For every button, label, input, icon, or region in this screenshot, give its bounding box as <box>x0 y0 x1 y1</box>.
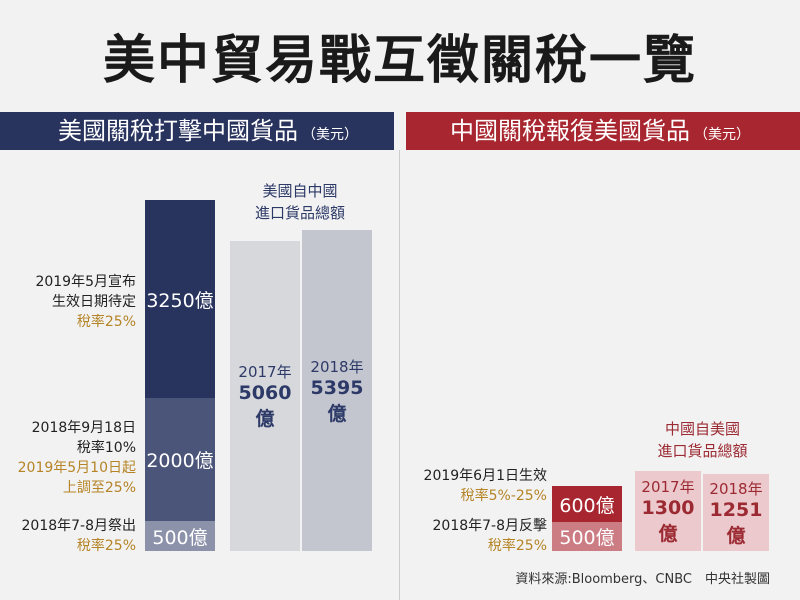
us-2000-label-line2: 稅率10% <box>76 440 136 456</box>
cn-totals-caption-line2: 進口貨品總額 <box>657 442 748 460</box>
source-credit: 資料來源:Bloomberg、CNBC 中央社製圖 <box>515 572 770 587</box>
us-total-2017-bar: 2017年 5060億 <box>230 241 300 551</box>
us-total-2018-year: 2018年 <box>310 357 364 376</box>
cn-total-2017-bar: 2017年 1300億 <box>635 471 701 551</box>
us-totals-caption-line2: 進口貨品總額 <box>254 204 345 222</box>
us-3250-label-line2: 生效日期待定 <box>52 294 136 310</box>
us-500-label-line1: 2018年7-8月祭出 <box>21 518 137 534</box>
cn-bar-600-value: 600億 <box>559 494 615 517</box>
panel-divider <box>399 150 400 600</box>
cn-600-label-line1: 2019年6月1日生效 <box>423 468 547 484</box>
cn-total-2018-value: 1251億 <box>709 498 763 547</box>
cn-totals-caption: 中國自美國 進口貨品總額 <box>635 418 770 462</box>
us-500-rate: 稅率25% <box>76 538 136 554</box>
cn-tariff-header: 中國關稅報復美國貨品 （美元） <box>406 112 800 150</box>
cn-500-label: 2018年7-8月反擊 稅率25% <box>405 516 548 556</box>
cn-totals-caption-line1: 中國自美國 <box>664 420 740 438</box>
us-total-2018-value: 5395億 <box>310 376 364 425</box>
cn-header-unit: （美元） <box>694 127 750 143</box>
cn-600-rate: 稅率5%-25% <box>460 488 547 504</box>
us-bar-2000-value: 2000億 <box>146 450 214 472</box>
us-header-unit: （美元） <box>302 127 358 143</box>
page-title: 美中貿易戰互徵關稅一覽 <box>102 31 697 91</box>
us-bar-3250-value: 3250億 <box>146 289 214 312</box>
us-3250-label-line1: 2019年5月宣布 <box>35 274 136 290</box>
us-total-2017-value: 5060億 <box>238 382 292 430</box>
us-3250-label: 2019年5月宣布 生效日期待定 稅率25% <box>10 272 136 332</box>
us-total-2017-year: 2017年 <box>238 363 292 381</box>
us-2000-note-line2: 上調至25% <box>62 480 136 496</box>
cn-bar-500-value: 500億 <box>559 527 615 549</box>
us-total-2018-bar: 2018年 5395億 <box>302 230 372 551</box>
cn-500-rate: 稅率25% <box>487 538 547 554</box>
cn-header-text: 中國關稅報復美國貨品 <box>450 117 690 145</box>
us-2000-note-line1: 2019年5月10日起 <box>17 460 136 476</box>
cn-bar-600: 600億 <box>552 486 622 522</box>
us-bar-500: 500億 <box>145 521 215 551</box>
us-2000-label: 2018年9月18日 稅率10% 2019年5月10日起 上調至25% <box>10 418 136 498</box>
us-bar-2000: 2000億 <box>145 398 215 521</box>
cn-bar-500: 500億 <box>552 522 622 551</box>
cn-total-2018-year: 2018年 <box>709 479 763 498</box>
us-2000-label-line1: 2018年9月18日 <box>31 420 136 436</box>
cn-total-2017-value: 1300億 <box>641 497 695 545</box>
us-header-text: 美國關稅打擊中國貨品 <box>58 117 298 145</box>
us-3250-rate: 稅率25% <box>76 314 136 330</box>
us-totals-caption-line1: 美國自中國 <box>262 182 338 200</box>
us-bar-500-value: 500億 <box>152 526 208 549</box>
us-totals-caption: 美國自中國 進口貨品總額 <box>230 180 370 224</box>
us-500-label: 2018年7-8月祭出 稅率25% <box>10 516 137 556</box>
cn-500-label-line1: 2018年7-8月反擊 <box>432 518 548 534</box>
us-bar-3250: 3250億 <box>145 200 215 398</box>
us-tariff-header: 美國關稅打擊中國貨品 （美元） <box>0 112 394 150</box>
cn-600-label: 2019年6月1日生效 稅率5%-25% <box>405 466 547 506</box>
cn-total-2018-bar: 2018年 1251億 <box>703 474 769 551</box>
cn-total-2017-year: 2017年 <box>641 478 695 496</box>
